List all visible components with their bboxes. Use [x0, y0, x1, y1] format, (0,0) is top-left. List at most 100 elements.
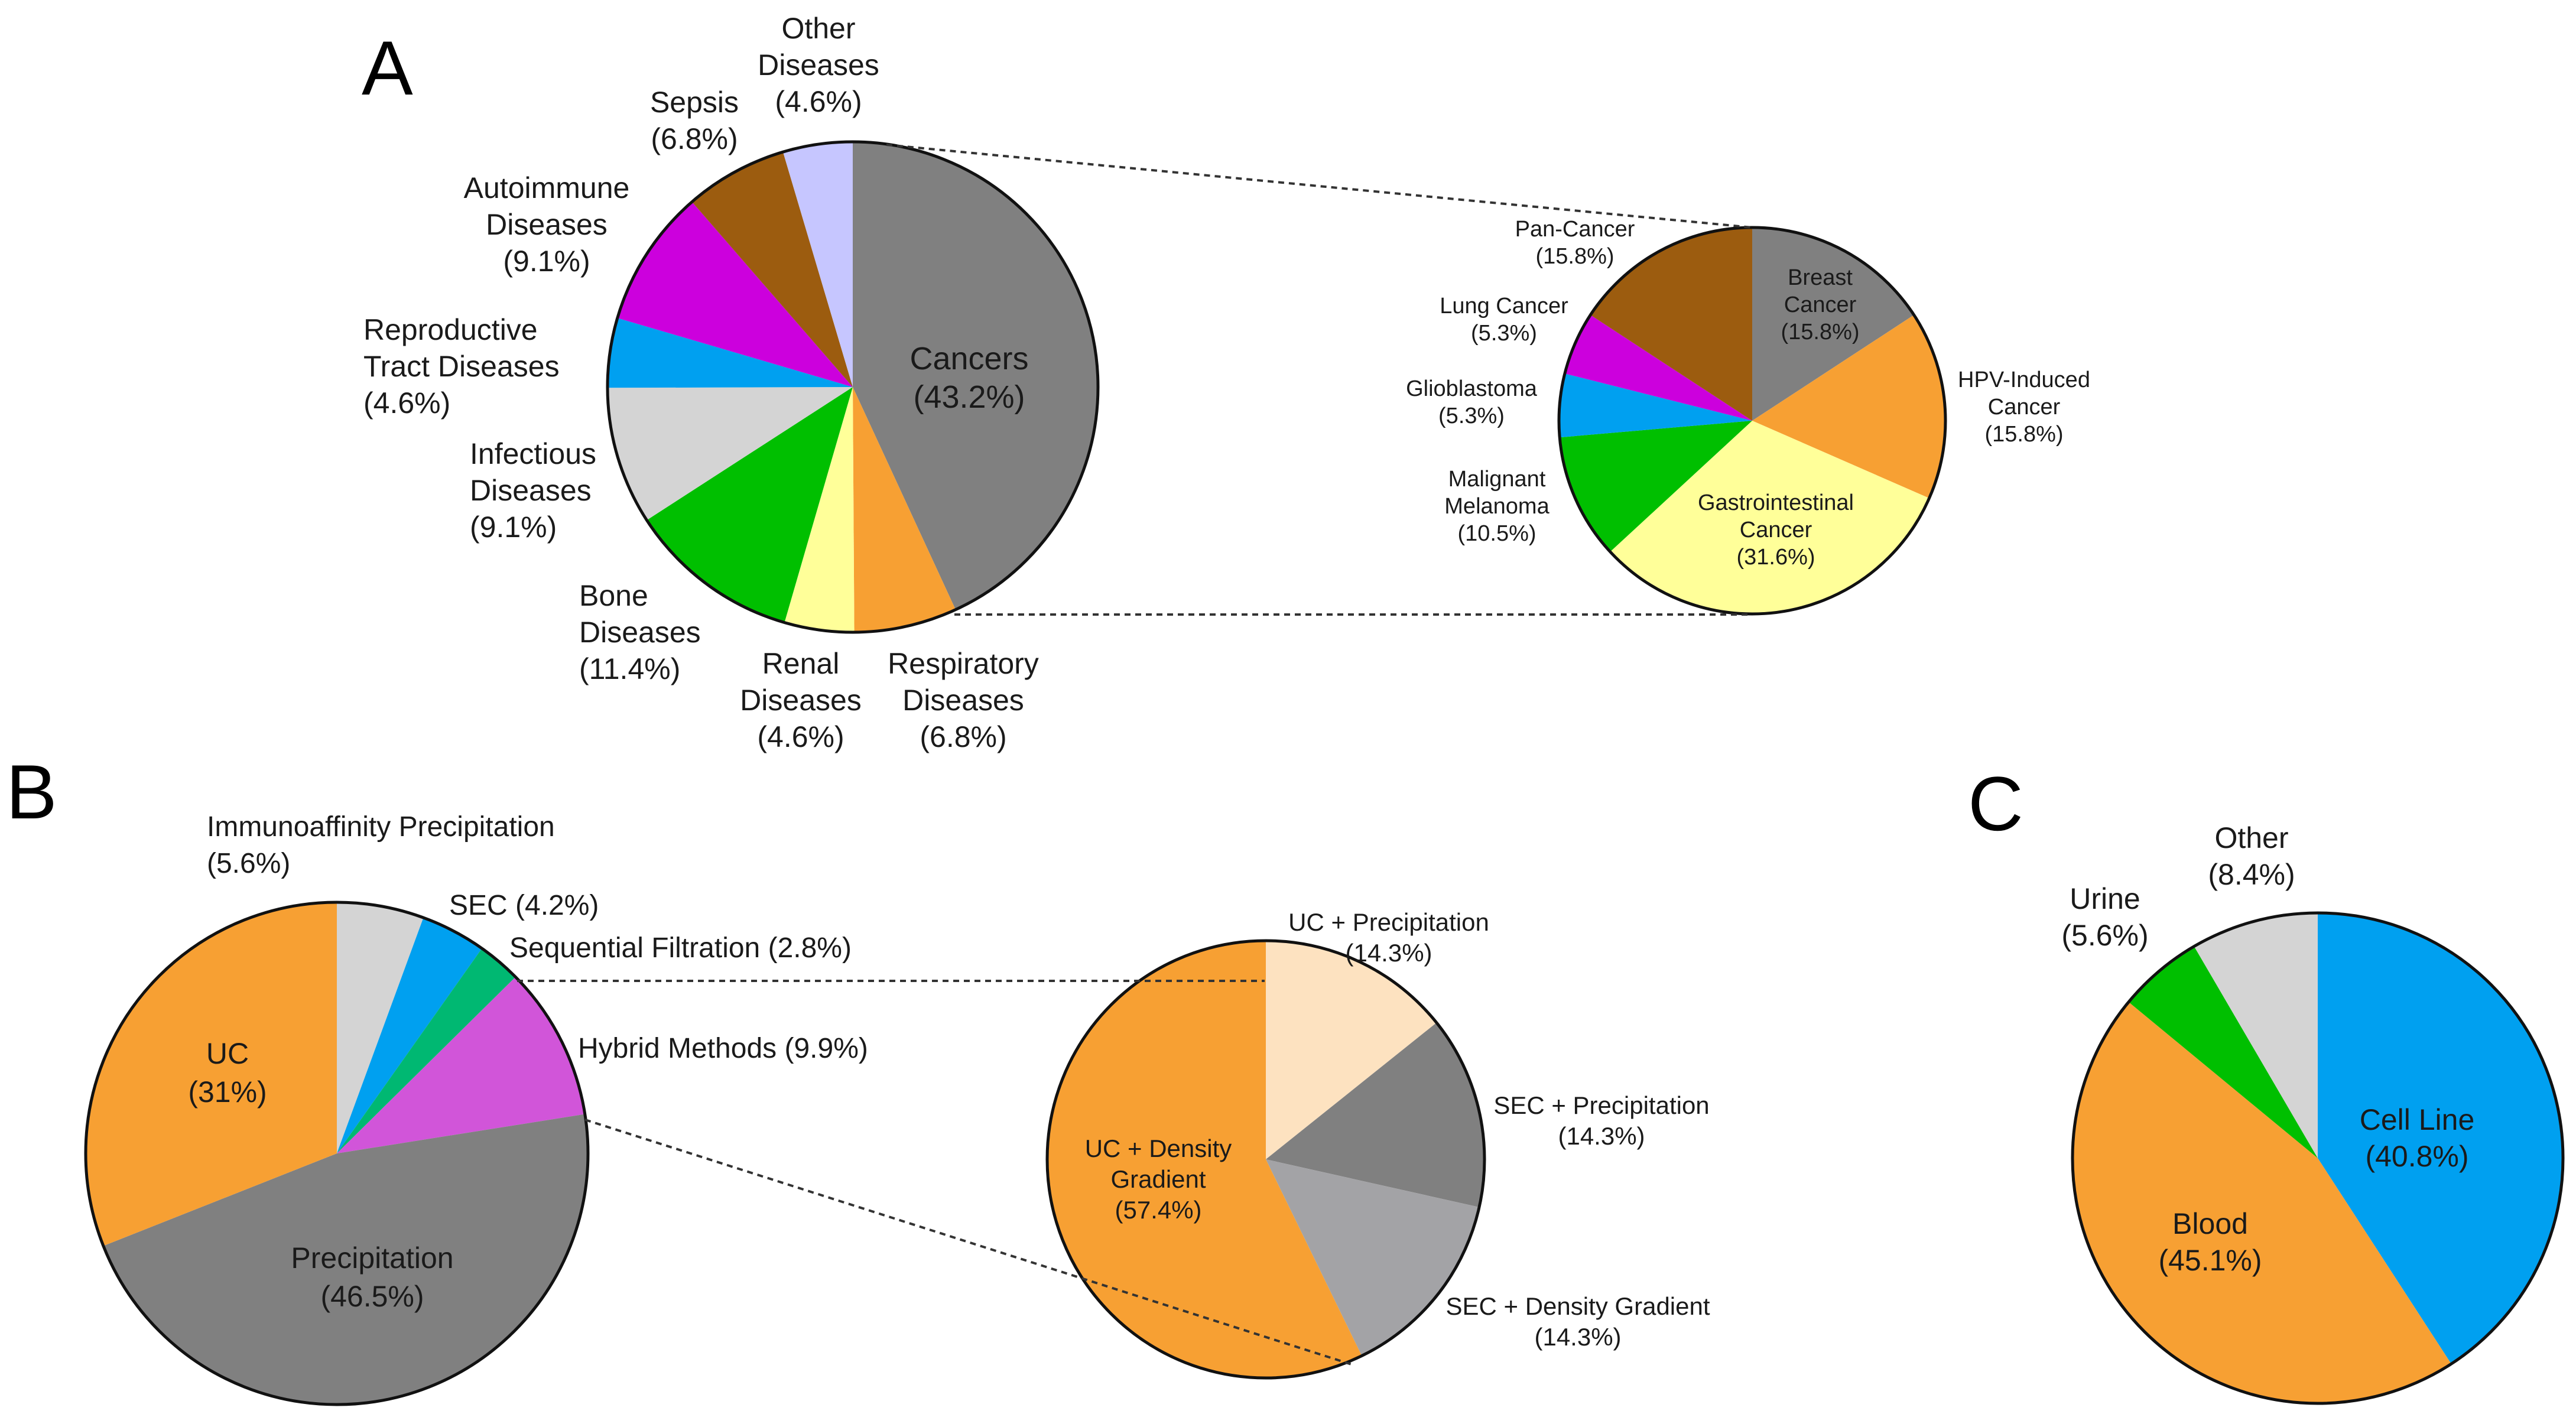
pie-b-main-label-precip-line: (46.5%) — [320, 1280, 424, 1313]
pie-a-sub-label-glioblastoma-line: (5.3%) — [1438, 404, 1505, 428]
pie-a-main-label-cancers-line: Cancers — [909, 341, 1028, 376]
pie-b-main-slice-hybrid — [337, 977, 585, 1153]
pie-b-sub-label-secdens-line: SEC + Density Gradient — [1445, 1292, 1710, 1320]
pie-a-sub-label-pancancer: Pan-Cancer (15.8%) — [1515, 217, 1635, 269]
pie-a-main-label-autoimmune-line: Diseases — [486, 208, 608, 241]
pie-a-sub-label-hpv-line: HPV-Induced — [1958, 368, 2090, 392]
pie-a-main-outline — [606, 140, 1100, 634]
pie-a-sub-slice-hpv — [1752, 315, 1945, 499]
pie-a-sub-label-pancancer-line: (15.8%) — [1535, 244, 1614, 269]
pie-b-main: Immunoaffinity Precipitation (5.6%) SEC (4… — [84, 811, 868, 1406]
pie-c-main-label-cellline-line: (40.8%) — [2365, 1140, 2468, 1173]
pie-b-sub-label-ucprecip: UC + Precipitation (14.3%) — [1288, 908, 1489, 967]
pie-b-sub-label-secdens-line: (14.3%) — [1534, 1323, 1621, 1351]
pie-c-main-label-urine: Urine (5.6%) — [2061, 882, 2148, 952]
pie-a-main: Cancers (43.2%)Respiratory Diseases (6.8%)R… — [363, 12, 1100, 753]
pie-a-main-label-other-line: Other — [781, 12, 855, 45]
pie-a-main-slice-renal — [784, 387, 855, 632]
pie-a-main-label-other: Other Diseases (4.6%) — [758, 12, 879, 118]
pie-a-sub-label-breast: Breast Cancer (15.8%) — [1781, 265, 1859, 344]
pie-a-main-slice-sepsis — [691, 152, 853, 387]
pie-a-sub-label-hpv-line: Cancer — [1988, 395, 2061, 420]
pie-b-sub-label-ucdens-line: UC + Density — [1085, 1135, 1232, 1162]
pie-b-main-label-seqfilt-line: Sequential Filtration (2.8%) — [509, 932, 852, 964]
pie-a-sub-label-melanoma: Malignant Melanoma (10.5%) — [1444, 467, 1550, 546]
pie-a-main-label-infectious-line: (9.1%) — [470, 511, 557, 544]
pie-a-main-label-bone-line: Bone — [579, 579, 648, 612]
pie-b-main-outline — [84, 901, 590, 1406]
pie-a-cancer-breakdown: Breast Cancer (15.8%) HPV-Induced Cancer (15.… — [1406, 217, 2090, 616]
pie-b-main-label-immuno: Immunoaffinity Precipitation (5.6%) — [207, 811, 555, 879]
pie-c-main-label-other-line: (8.4%) — [2208, 858, 2295, 891]
panel-c-letter: C — [1968, 760, 2023, 847]
connector-lines — [517, 144, 1753, 1366]
pie-a-sub-label-glioblastoma: Glioblastoma (5.3%) — [1406, 376, 1538, 428]
pie-a-main-label-respiratory: Respiratory Diseases (6.8%) — [888, 647, 1039, 753]
pie-a-sub-slice-pancancer — [1590, 227, 1752, 421]
pie-a-sub-slice-gastro — [1610, 421, 1929, 614]
pie-a-sub-label-gastro-line: Gastrointestinal — [1698, 490, 1854, 515]
pie-a-main-label-infectious-line: Infectious — [470, 437, 596, 470]
pie-a-main-label-cancers-line: (43.2%) — [913, 379, 1025, 415]
pie-a-main-label-sepsis: Sepsis (6.8%) — [650, 86, 739, 155]
pie-a-main-slice-other — [782, 142, 853, 387]
pie-a-sub-slice-melanoma — [1560, 421, 1752, 552]
pie-a-main-label-sepsis-line: Sepsis — [650, 86, 739, 119]
pie-c-main-slice-cellline — [2318, 913, 2563, 1364]
pie-a-main-label-renal-line: (4.6%) — [757, 720, 844, 753]
pie-b-main-label-uc: UC (31%) — [188, 1037, 267, 1109]
pie-b-main-slice-seqfilt — [337, 948, 516, 1153]
pie-b-sub-label-ucdens-line: (57.4%) — [1115, 1196, 1201, 1224]
pie-b-sub-label-secdens: SEC + Density Gradient (14.3%) — [1445, 1292, 1710, 1351]
pie-a-main-label-sepsis-line: (6.8%) — [651, 122, 738, 155]
pie-b-main-label-uc-line: UC — [206, 1037, 249, 1070]
pie-a-sub-label-breast-line: (15.8%) — [1781, 320, 1859, 344]
pie-a-sub-slice-lung — [1564, 315, 1752, 421]
pie-a-main-label-reproductive-line: Reproductive — [363, 313, 538, 346]
pie-a-main-label-respiratory-line: (6.8%) — [920, 720, 1006, 753]
pie-a-main-label-autoimmune: Autoimmune Diseases (9.1%) — [464, 171, 630, 278]
pie-a-main-label-bone-line: (11.4%) — [579, 652, 680, 685]
pie-c-main-slice-urine — [2129, 946, 2318, 1158]
pie-c-main-label-cellline-line: Cell Line — [2360, 1103, 2475, 1136]
pie-a-sub-label-melanoma-line: Malignant — [1448, 467, 1546, 492]
pie-a-main-label-renal-line: Renal — [762, 647, 840, 680]
pie-a-sub-label-gastro-line: (31.6%) — [1736, 545, 1815, 570]
pie-b-sub-label-ucdens: UC + Density Gradient (57.4%) — [1085, 1135, 1232, 1224]
pie-b-main-label-precip-line: Precipitation — [291, 1241, 453, 1275]
pie-a-sub-label-pancancer-line: Pan-Cancer — [1515, 217, 1635, 242]
pie-b-main-slice-precip — [103, 1114, 589, 1405]
pie-b-main-label-sec: SEC (4.2%) — [449, 890, 599, 921]
panel-b-letter: B — [6, 749, 57, 835]
pie-b-main-label-precip: Precipitation (46.5%) — [291, 1241, 453, 1313]
pie-b-main-label-seqfilt: Sequential Filtration (2.8%) — [509, 932, 852, 964]
pie-c-main-label-other-line: Other — [2214, 821, 2288, 854]
pie-b-main-slice-immuno — [337, 902, 424, 1153]
pie-c-main-label-urine-line: Urine — [2070, 882, 2140, 915]
pie-a-sub-label-lung-line: (5.3%) — [1471, 321, 1537, 346]
pie-a-main-label-other-line: (4.6%) — [775, 85, 862, 118]
pie-a-main-label-renal: Renal Diseases (4.6%) — [740, 647, 862, 753]
pie-a-main-slice-respiratory — [853, 387, 956, 632]
pie-c-main: Cell Line (40.8%) Blood (45.1%) Urine (5.6%) O… — [2061, 821, 2565, 1405]
pie-b-hybrid-breakdown: UC + Precipitation (14.3%) SEC + Precipita… — [1045, 908, 1710, 1380]
pie-c-main-label-other: Other (8.4%) — [2208, 821, 2295, 891]
pie-a-sub-label-lung: Lung Cancer (5.3%) — [1440, 294, 1568, 346]
pie-a-main-label-other-line: Diseases — [758, 48, 879, 82]
pie-a-main-label-renal-line: Diseases — [740, 684, 862, 717]
pie-b-sub-label-ucdens-line: Gradient — [1110, 1165, 1206, 1193]
pie-a-main-label-respiratory-line: Respiratory — [888, 647, 1039, 680]
pie-a-main-label-bone: Bone Diseases (11.4%) — [579, 579, 701, 685]
pie-a-sub-outline — [1557, 226, 1947, 616]
pie-a-main-slice-autoimmune — [617, 201, 853, 387]
pie-a-main-label-cancers: Cancers (43.2%) — [909, 341, 1028, 415]
pie-b-main-label-immuno-line: (5.6%) — [207, 848, 290, 879]
pie-a-main-label-respiratory-line: Diseases — [902, 684, 1024, 717]
pie-b-main-label-hybrid-line: Hybrid Methods (9.9%) — [578, 1033, 868, 1064]
pie-b-sub-label-secprecip: SEC + Precipitation (14.3%) — [1493, 1091, 1709, 1150]
pie-a-main-slice-cancers — [853, 141, 1099, 610]
pie-b-sub-label-secprecip-line: (14.3%) — [1558, 1122, 1645, 1150]
pie-a-sub-label-breast-line: Breast — [1788, 265, 1853, 290]
pie-a-sub-label-gastro: Gastrointestinal Cancer (31.6%) — [1698, 490, 1854, 570]
pie-c-main-label-urine-line: (5.6%) — [2061, 919, 2148, 952]
